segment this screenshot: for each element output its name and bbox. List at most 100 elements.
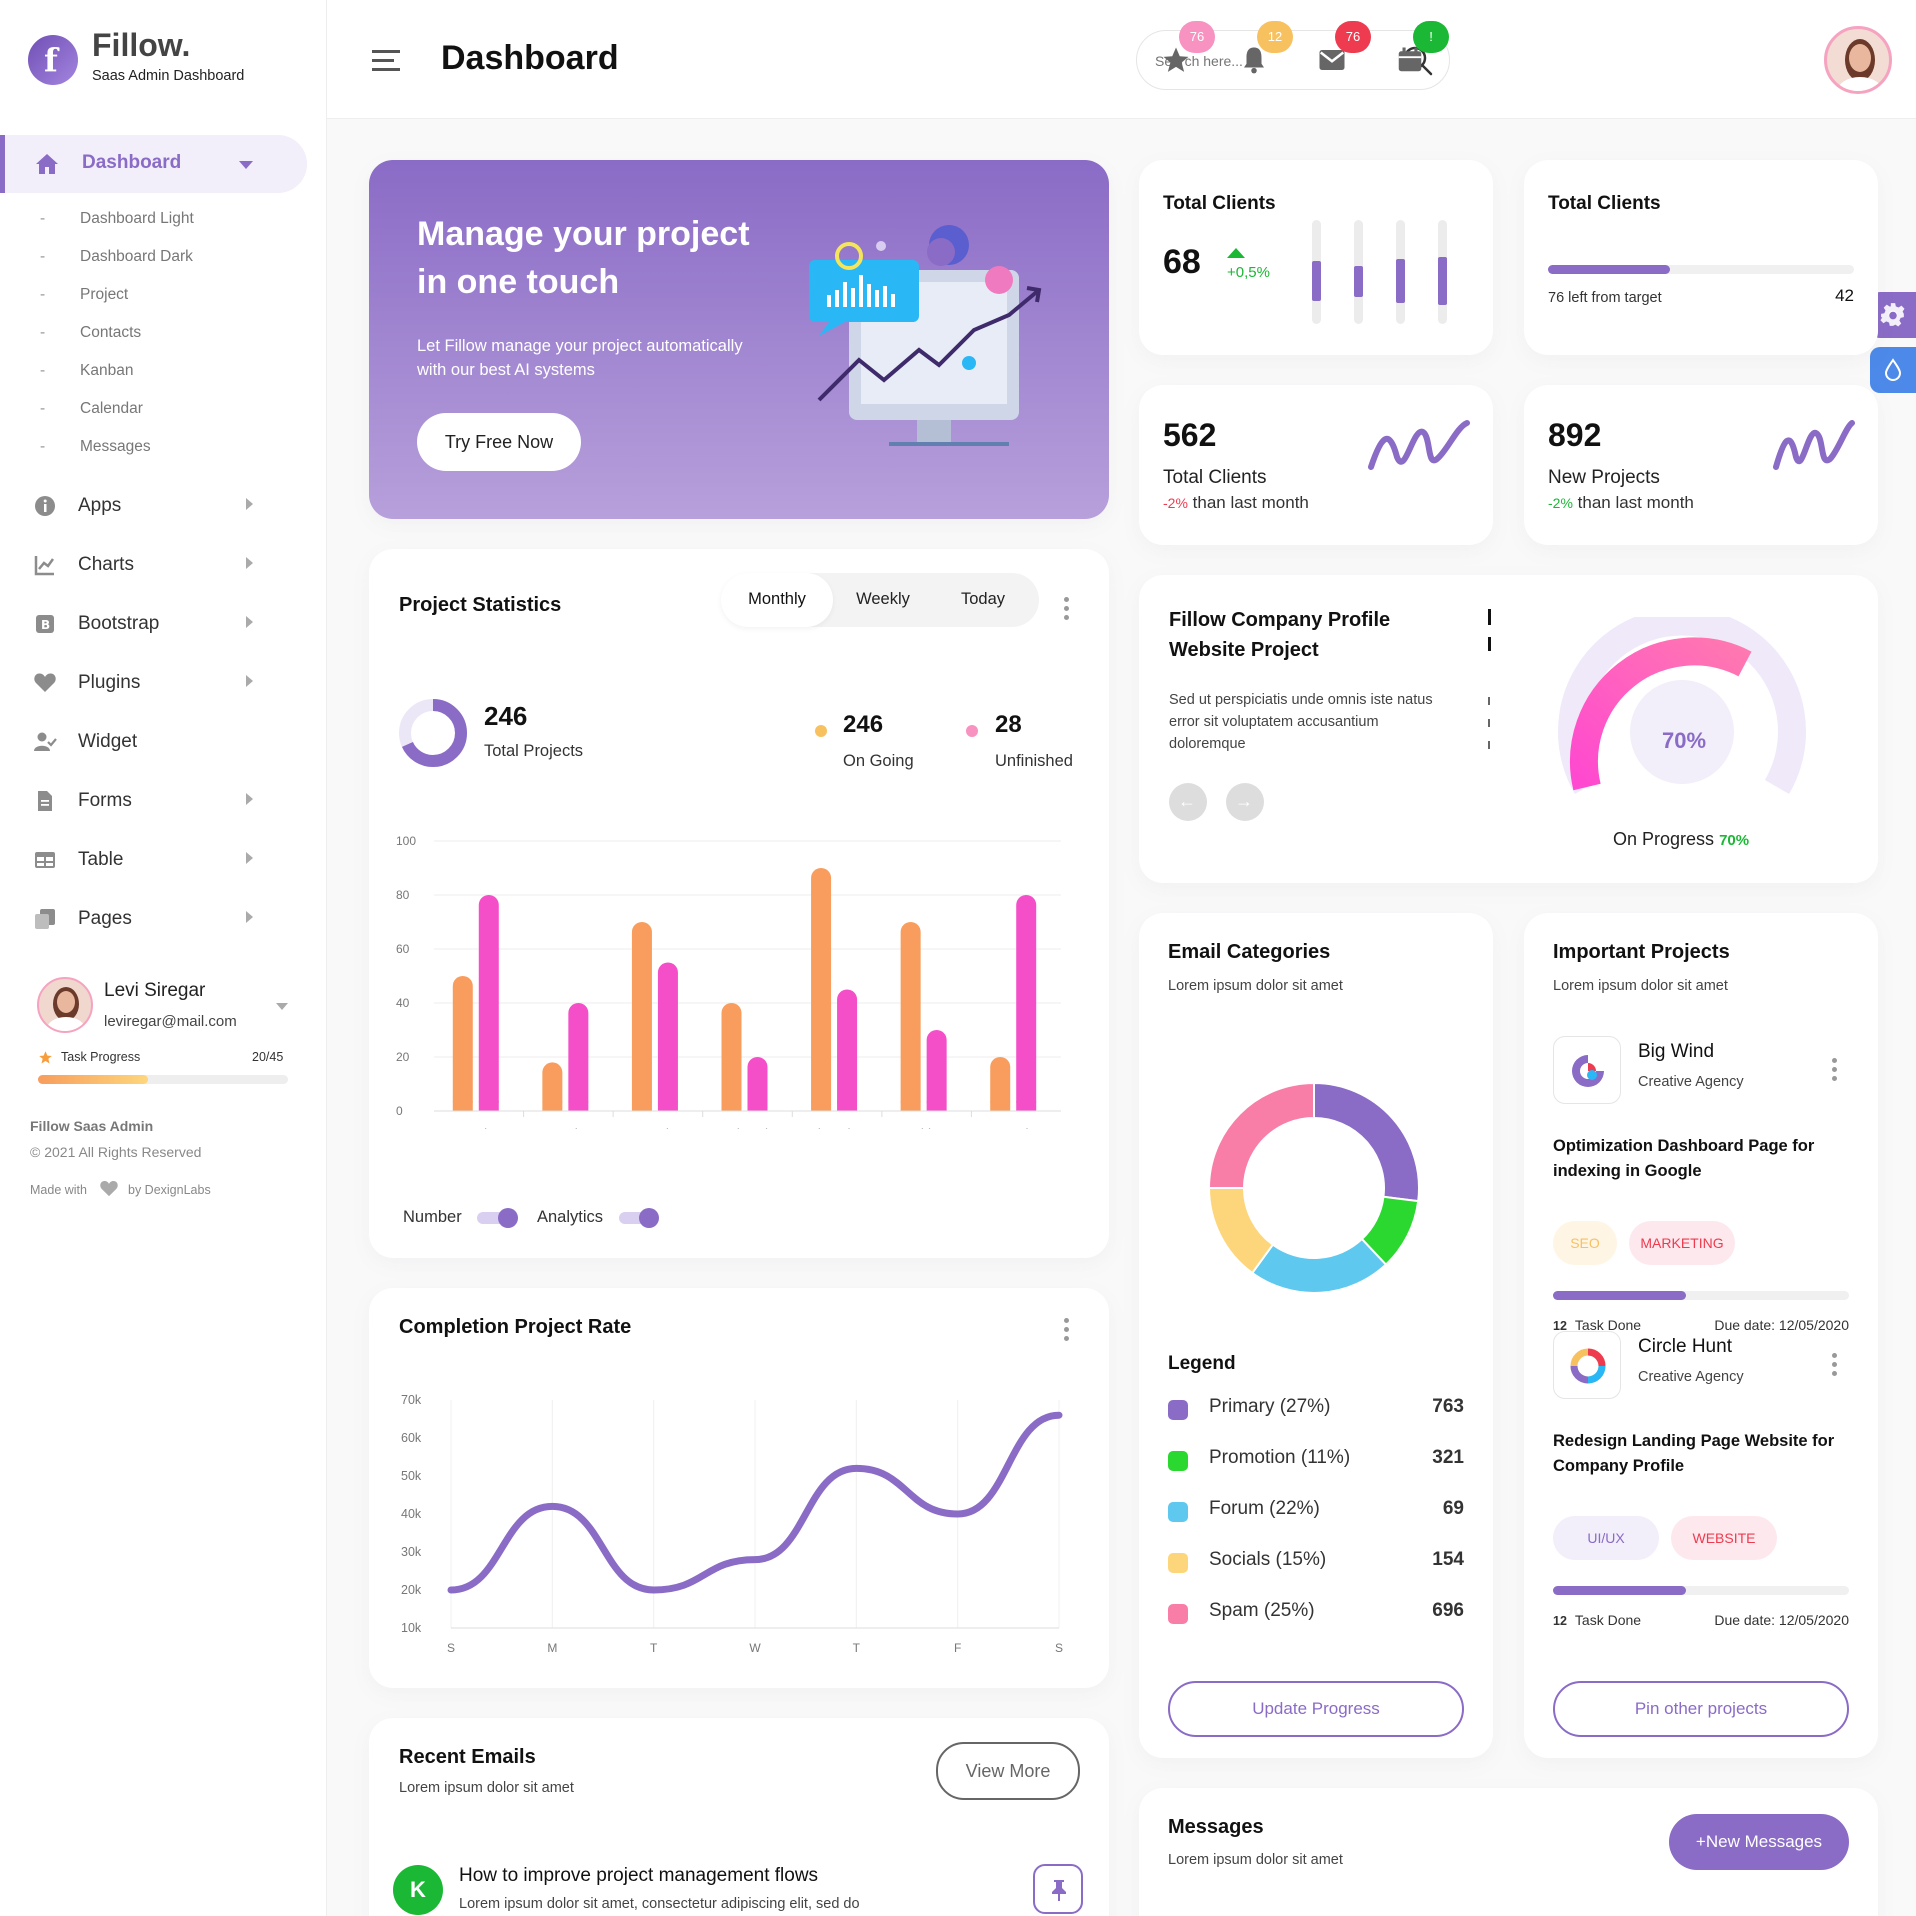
sidebar-item-pages[interactable]: Pages bbox=[0, 894, 310, 944]
view-more-button[interactable]: View More bbox=[936, 1742, 1080, 1800]
search-box[interactable] bbox=[1136, 30, 1450, 90]
submenu-item[interactable]: - Dashboard Dark bbox=[40, 248, 193, 266]
toggle-label: Number bbox=[403, 1208, 462, 1226]
company-project-card: Fillow Company Profile Website Project S… bbox=[1139, 575, 1878, 883]
bar-saturday-1[interactable] bbox=[1016, 895, 1037, 1111]
donut-slice-forum[interactable] bbox=[1250, 1237, 1388, 1294]
bar-base bbox=[721, 1101, 742, 1111]
submenu-item[interactable]: - Project bbox=[40, 286, 128, 304]
sidebar-item-bootstrap[interactable]: B Bootstrap bbox=[0, 599, 310, 649]
stat-label: Total Clients bbox=[1163, 467, 1267, 488]
sidebar-item-label: Forms bbox=[78, 790, 132, 811]
tag-badge[interactable]: WEBSITE bbox=[1671, 1516, 1777, 1560]
line-series[interactable] bbox=[447, 1411, 1063, 1594]
company-description: Sed ut perspiciatis unde omnis iste natu… bbox=[1169, 689, 1433, 755]
project-company: Creative Agency bbox=[1638, 1074, 1744, 1090]
submenu-item[interactable]: - Dashboard Light bbox=[40, 210, 194, 228]
more-icon[interactable] bbox=[1832, 1353, 1838, 1380]
target-left-text: 76 left from target bbox=[1548, 290, 1662, 306]
bar-base bbox=[926, 1101, 947, 1111]
sidebar-item-plugins[interactable]: Plugins bbox=[0, 658, 310, 708]
pin-button[interactable] bbox=[1033, 1864, 1083, 1914]
prev-button[interactable]: ← bbox=[1169, 783, 1207, 821]
important-projects-card: Important Projects Lorem ipsum dolor sit… bbox=[1524, 913, 1878, 1758]
update-progress-button[interactable]: Update Progress bbox=[1168, 1681, 1464, 1737]
donut-slice-primary[interactable] bbox=[1313, 1081, 1420, 1203]
sidebar-item-widget[interactable]: Widget bbox=[0, 717, 310, 767]
hamburger-icon[interactable] bbox=[372, 50, 400, 72]
bell-button[interactable]: 12 bbox=[1237, 0, 1297, 119]
submenu-item[interactable]: - Kanban bbox=[40, 362, 133, 380]
bar-sunday-0[interactable] bbox=[452, 976, 473, 1111]
logo-letter: f bbox=[44, 41, 58, 79]
bar-thursday-0[interactable] bbox=[811, 868, 832, 1111]
more-icon[interactable] bbox=[1832, 1058, 1838, 1085]
pin-other-projects-button[interactable]: Pin other projects bbox=[1553, 1681, 1849, 1737]
submenu-item[interactable]: - Messages bbox=[40, 438, 151, 456]
tag-badge[interactable]: MARKETING bbox=[1629, 1221, 1735, 1265]
tag-badge[interactable]: UI/UX bbox=[1553, 1516, 1659, 1560]
bar-friday-1[interactable] bbox=[926, 1030, 947, 1111]
bar-wednesday-1[interactable] bbox=[747, 1057, 768, 1111]
project-task-line2: Company Profile bbox=[1553, 1457, 1685, 1475]
logo[interactable]: f bbox=[28, 35, 78, 85]
bar-friday-0[interactable] bbox=[900, 922, 921, 1111]
notification-badge: 12 bbox=[1257, 21, 1293, 53]
try-free-button[interactable]: Try Free Now bbox=[417, 413, 581, 471]
bar-tuesday-1[interactable] bbox=[657, 962, 678, 1112]
sidebar-item-dashboard[interactable]: Dashboard bbox=[0, 135, 307, 193]
sidebar-item-table[interactable]: Table bbox=[0, 835, 310, 885]
more-icon[interactable] bbox=[1064, 1318, 1070, 1345]
x-tick-label: Monday bbox=[545, 1126, 592, 1129]
tab-today[interactable]: Today bbox=[933, 573, 1033, 627]
ongoing-value: 246 bbox=[843, 711, 884, 738]
sidebar-item-charts[interactable]: Charts bbox=[0, 540, 310, 590]
bar-thursday-1[interactable] bbox=[837, 989, 858, 1112]
y-tick-label: 60k bbox=[401, 1431, 422, 1445]
gauge-label: On Progress bbox=[1613, 829, 1715, 849]
search-input[interactable] bbox=[1155, 49, 1385, 73]
period-tabs: Monthly Weekly Today bbox=[721, 573, 1039, 627]
project-task-line1: Optimization Dashboard Page for bbox=[1553, 1137, 1815, 1155]
email-subject[interactable]: How to improve project management flows bbox=[459, 1865, 819, 1886]
total-projects-label: Total Projects bbox=[484, 742, 584, 760]
bar-tuesday-0[interactable] bbox=[631, 922, 652, 1111]
project-name[interactable]: Circle Hunt bbox=[1638, 1336, 1732, 1357]
profile-avatar[interactable] bbox=[1824, 26, 1892, 94]
new-messages-button[interactable]: +New Messages bbox=[1669, 1814, 1849, 1870]
tag-badge[interactable]: SEO bbox=[1553, 1221, 1617, 1265]
project-task: Optimization Dashboard Page for indexing … bbox=[1553, 1134, 1814, 1184]
chevron-down-icon[interactable] bbox=[276, 1003, 288, 1010]
chart-icon bbox=[34, 556, 55, 576]
mail-button[interactable]: 76 bbox=[1315, 0, 1375, 119]
sidebar-item-forms[interactable]: Forms bbox=[0, 776, 310, 826]
theme-button[interactable] bbox=[1870, 347, 1916, 393]
more-icon[interactable] bbox=[1064, 597, 1070, 624]
sidebar-item-apps[interactable]: Apps bbox=[0, 481, 310, 531]
calendar-button[interactable]: ! bbox=[1393, 0, 1453, 119]
mini-bar-fill bbox=[1312, 261, 1321, 302]
stat-change-suffix: than last month bbox=[1192, 493, 1309, 512]
submenu-item[interactable]: - Contacts bbox=[40, 324, 141, 342]
next-button[interactable]: → bbox=[1226, 783, 1264, 821]
tab-weekly[interactable]: Weekly bbox=[833, 573, 933, 627]
bar-base bbox=[478, 1101, 499, 1111]
stat-card-new-projects: 892 New Projects -2% than last month bbox=[1524, 385, 1878, 545]
hero-card: Manage your project in one touch Let Fil… bbox=[369, 160, 1109, 519]
bar-saturday-0[interactable] bbox=[990, 1057, 1011, 1111]
email-donut-chart bbox=[1207, 1081, 1420, 1294]
project-name[interactable]: Big Wind bbox=[1638, 1041, 1715, 1062]
tab-monthly[interactable]: Monthly bbox=[721, 573, 833, 627]
stat-value: 68 bbox=[1163, 243, 1201, 281]
hero-desc-line2: with our best AI systems bbox=[417, 361, 595, 379]
bar-wednesday-0[interactable] bbox=[721, 1003, 742, 1111]
unfinished-dot bbox=[966, 725, 978, 737]
avatar[interactable] bbox=[37, 977, 93, 1033]
bar-monday-1[interactable] bbox=[568, 1003, 589, 1111]
bar-monday-0[interactable] bbox=[542, 1062, 563, 1111]
submenu-item[interactable]: - Calendar bbox=[40, 400, 143, 418]
due-date: Due date: 12/05/2020 bbox=[1714, 1612, 1849, 1628]
bar-sunday-1[interactable] bbox=[478, 895, 499, 1111]
star-button[interactable]: 76 bbox=[1159, 0, 1219, 119]
donut-slice-spam[interactable] bbox=[1207, 1081, 1315, 1189]
